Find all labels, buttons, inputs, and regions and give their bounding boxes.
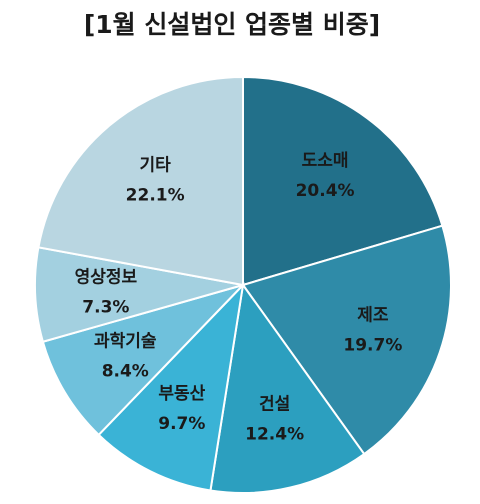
slice-label: 기타 bbox=[140, 155, 172, 175]
slice-label: 과학기술 bbox=[94, 332, 157, 352]
pie: 도소매 20.4% 제조 19.7% 건설 12.4% 부동산 9.7% 과학기술 8.4% 영상정… bbox=[34, 75, 452, 494]
value-label: 8.4% bbox=[102, 362, 149, 382]
slice-label: 도소매 bbox=[302, 151, 349, 171]
pie-slice bbox=[37, 75, 244, 287]
pie-slice bbox=[242, 75, 444, 287]
value-label: 12.4% bbox=[245, 425, 304, 445]
chart-title: [1월 신설법인 업종별 비중] bbox=[84, 10, 380, 39]
value-label: 7.3% bbox=[82, 297, 129, 317]
pie-slice bbox=[41, 283, 247, 437]
pie-slice bbox=[97, 282, 245, 492]
slice-label: 영상정보 bbox=[75, 267, 138, 287]
value-label: 9.7% bbox=[158, 414, 205, 434]
slice-label: 부동산 bbox=[158, 384, 205, 404]
value-label: 22.1% bbox=[126, 185, 185, 205]
slice-label: 제조 bbox=[357, 305, 389, 325]
value-label: 19.7% bbox=[343, 335, 402, 355]
pie-slice bbox=[209, 282, 366, 494]
value-label: 20.4% bbox=[296, 181, 355, 201]
slice-label: 건설 bbox=[259, 395, 290, 415]
pie-slice bbox=[241, 224, 452, 456]
